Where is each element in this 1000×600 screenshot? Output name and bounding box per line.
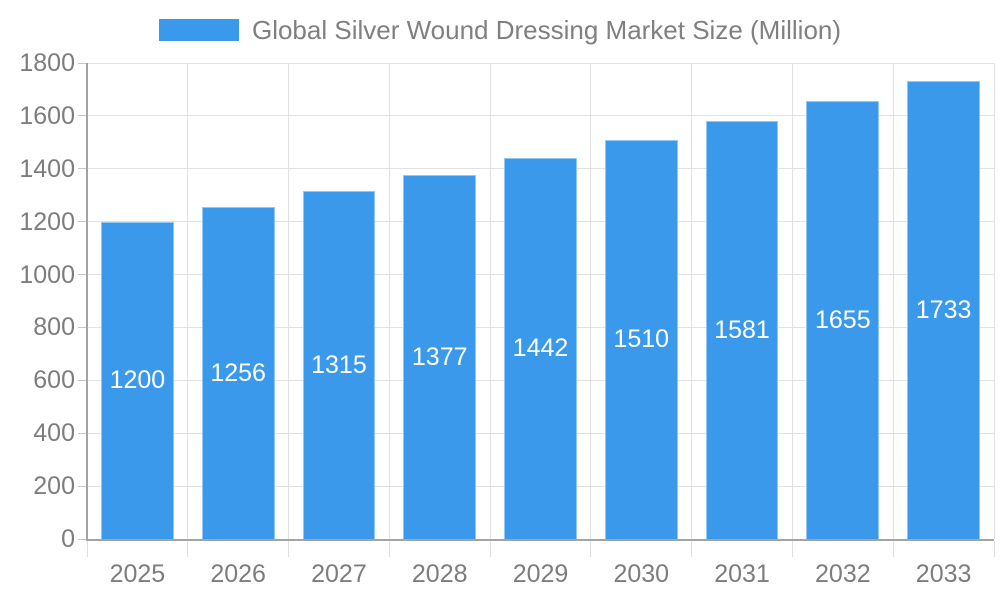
x-axis-label-2028: 2028 — [411, 560, 468, 588]
y-axis-line — [86, 63, 88, 541]
x-gridline-7 — [791, 63, 793, 539]
y-tick-1400 — [78, 168, 87, 170]
x-tick-7 — [791, 541, 793, 557]
y-axis-label: 200 — [33, 472, 75, 501]
x-gridline-9 — [993, 63, 995, 539]
bar-value-2027: 1315 — [311, 351, 367, 380]
y-axis-label: 1800 — [19, 49, 75, 77]
x-tick-1 — [187, 541, 189, 557]
x-tick-5 — [590, 541, 592, 557]
y-axis-label: 1200 — [19, 207, 75, 236]
y-tick-400 — [78, 432, 87, 434]
legend-label: Global Silver Wound Dressing Market Size… — [251, 14, 842, 45]
y-axis-label: 0 — [61, 525, 75, 553]
y-axis-label: 600 — [33, 366, 75, 395]
bar-2031[interactable] — [705, 120, 779, 539]
bar-value-2028: 1377 — [411, 342, 468, 371]
x-gridline-8 — [892, 63, 894, 539]
x-tick-3 — [388, 541, 390, 557]
bar-2030[interactable] — [604, 139, 678, 539]
bar-2033[interactable] — [907, 80, 980, 539]
y-tick-1800 — [78, 62, 87, 64]
bar-2032[interactable] — [806, 101, 880, 539]
bar-value-2031: 1581 — [714, 315, 770, 344]
bar-value-2030: 1510 — [613, 325, 670, 354]
x-tick-2 — [288, 541, 290, 557]
bar-2029[interactable] — [504, 157, 577, 539]
x-axis-label-2030: 2030 — [613, 560, 670, 588]
x-gridline-2 — [288, 63, 290, 539]
x-tick-8 — [892, 541, 894, 557]
bar-value-2029: 1442 — [512, 334, 569, 363]
x-axis-line — [86, 539, 994, 541]
x-axis-label-2027: 2027 — [311, 560, 367, 588]
y-axis-label: 800 — [33, 313, 75, 342]
bar-2025[interactable] — [101, 221, 174, 539]
bar-value-2025: 1200 — [109, 366, 166, 395]
y-tick-1200 — [78, 221, 87, 223]
bar-2028[interactable] — [403, 174, 477, 539]
x-axis-label-2031: 2031 — [714, 560, 770, 588]
y-axis-label: 1600 — [19, 101, 75, 130]
y-tick-1600 — [78, 115, 87, 117]
y-axis-label: 1000 — [19, 260, 75, 289]
bar-value-2033: 1733 — [915, 295, 972, 324]
x-tick-6 — [691, 541, 693, 557]
x-axis-label-2026: 2026 — [210, 560, 266, 588]
y-tick-200 — [78, 485, 87, 487]
x-gridline-3 — [388, 63, 390, 539]
y-gridline-1600 — [87, 115, 994, 117]
y-tick-600 — [78, 379, 87, 381]
x-tick-9 — [993, 541, 995, 557]
chart-legend[interactable]: Global Silver Wound Dressing Market Size… — [0, 14, 1000, 46]
x-gridline-6 — [691, 63, 693, 539]
y-axis-label: 400 — [33, 419, 75, 448]
y-tick-1000 — [78, 274, 87, 276]
y-gridline-1800 — [87, 62, 994, 64]
bar-value-2026: 1256 — [210, 358, 266, 387]
x-gridline-5 — [590, 63, 592, 539]
x-tick-0 — [86, 541, 88, 557]
y-tick-800 — [78, 326, 87, 328]
legend-swatch[interactable] — [158, 19, 239, 41]
bar-value-2032: 1655 — [815, 306, 871, 335]
bar-2026[interactable] — [201, 206, 275, 539]
y-tick-0 — [78, 538, 87, 540]
x-axis-label-2029: 2029 — [512, 560, 569, 588]
x-gridline-1 — [187, 63, 189, 539]
x-gridline-4 — [489, 63, 491, 539]
x-axis-label-2025: 2025 — [109, 560, 166, 588]
y-axis-label: 1400 — [19, 154, 75, 183]
bar-2027[interactable] — [302, 191, 376, 539]
x-axis-label-2032: 2032 — [815, 560, 871, 588]
x-tick-4 — [489, 541, 491, 557]
x-axis-label-2033: 2033 — [915, 560, 972, 588]
